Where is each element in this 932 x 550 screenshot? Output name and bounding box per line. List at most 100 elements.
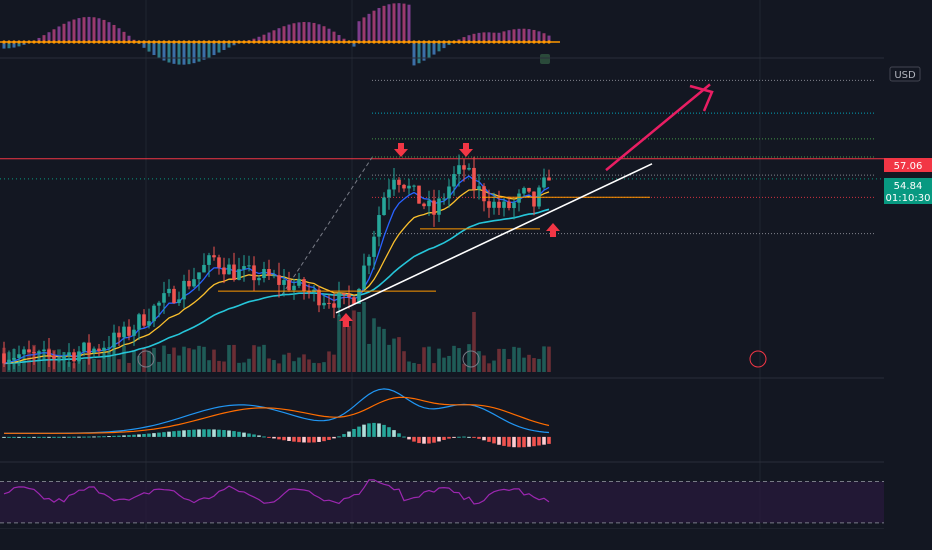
momentum-dot	[382, 40, 386, 44]
macd-histogram-bar	[467, 436, 471, 438]
macd-histogram-bar	[232, 431, 236, 437]
momentum-dot	[267, 40, 271, 44]
price-axis[interactable]	[884, 0, 932, 529]
momentum-bar	[72, 19, 76, 42]
candle-body	[472, 167, 476, 190]
volume-bar	[507, 359, 511, 372]
momentum-bar	[17, 42, 21, 47]
volume-bar	[277, 363, 281, 372]
momentum-bar	[407, 4, 411, 43]
candle-body	[317, 289, 321, 306]
volume-bar	[267, 358, 271, 372]
momentum-bar	[437, 42, 441, 52]
candle-body	[162, 293, 166, 303]
volume-bar	[352, 310, 356, 372]
resistance-price-badge: 57.06	[884, 158, 932, 172]
volume-bar	[127, 362, 131, 372]
candle-body	[222, 267, 226, 275]
macd-histogram-bar	[162, 432, 166, 437]
volume-bar	[332, 354, 336, 372]
volume-bar	[162, 345, 166, 372]
currency-label[interactable]: USD	[889, 66, 921, 82]
momentum-dot	[472, 40, 476, 44]
momentum-dot	[547, 40, 551, 44]
macd-histogram-bar	[272, 436, 276, 439]
momentum-bar	[82, 17, 86, 42]
candle-body	[442, 198, 446, 200]
candle-body	[407, 185, 411, 189]
macd-histogram-bar	[182, 430, 186, 437]
candle-body	[357, 288, 361, 304]
time-axis[interactable]	[0, 529, 932, 550]
volume-bar	[257, 346, 261, 372]
momentum-bar	[232, 42, 236, 46]
volume-bar	[447, 355, 451, 372]
volume-bar	[427, 346, 431, 372]
momentum-dot	[277, 40, 281, 44]
momentum-bar	[67, 21, 71, 42]
momentum-bar	[97, 18, 101, 42]
momentum-bar	[117, 28, 121, 42]
volume-bar	[342, 321, 346, 372]
momentum-dot	[322, 40, 326, 44]
momentum-dot	[262, 40, 266, 44]
candle-body	[212, 255, 216, 258]
volume-bar	[172, 347, 176, 372]
macd-histogram-bar	[217, 429, 221, 437]
price-pane[interactable]	[0, 79, 884, 372]
volume-bar	[412, 362, 416, 372]
momentum-bar	[7, 42, 11, 49]
volume-bar	[42, 352, 46, 372]
momentum-bar	[332, 31, 336, 42]
candle-body	[507, 201, 511, 209]
momentum-dot	[77, 40, 81, 44]
macd-histogram-bar	[537, 436, 541, 446]
candle-body	[467, 167, 471, 170]
macd-histogram-bar	[47, 436, 51, 438]
momentum-dot	[417, 40, 421, 44]
macd-histogram-bar	[7, 436, 11, 438]
volume-bar	[327, 351, 331, 372]
macd-histogram-bar	[237, 431, 241, 437]
momentum-dot	[307, 40, 311, 44]
candle-body	[447, 186, 451, 199]
momentum-dot	[12, 40, 16, 44]
momentum-bar	[197, 42, 201, 62]
momentum-dot	[17, 40, 21, 44]
candle-body	[277, 275, 281, 285]
momentum-bar	[42, 35, 46, 42]
volume-bar	[212, 349, 216, 372]
momentum-bar	[262, 34, 266, 42]
momentum-bar	[102, 19, 106, 42]
candle-body	[157, 302, 161, 306]
macd-histogram-bar	[247, 433, 251, 437]
volume-bar	[322, 362, 326, 372]
macd-pane[interactable]	[2, 388, 551, 448]
earnings-event-marker	[462, 350, 480, 368]
volume-bar	[382, 328, 386, 372]
momentum-bar	[337, 35, 341, 42]
volume-bar	[372, 318, 376, 372]
volume-bar	[397, 337, 401, 372]
macd-histogram-bar	[187, 429, 191, 437]
volume-bar	[542, 346, 546, 372]
macd-histogram-bar	[122, 435, 126, 437]
rsi-pane[interactable]	[0, 479, 884, 524]
volume-bar	[407, 361, 411, 372]
macd-histogram-bar	[57, 436, 61, 438]
volume-bar	[17, 361, 21, 372]
macd-histogram-bar	[172, 431, 176, 437]
momentum-bar	[167, 42, 171, 63]
momentum-dot	[147, 40, 151, 44]
momentum-dot	[427, 40, 431, 44]
momentum-pane[interactable]	[0, 3, 560, 66]
momentum-dot	[282, 40, 286, 44]
momentum-dot	[37, 40, 41, 44]
macd-histogram-bar	[312, 436, 316, 443]
macd-histogram-bar	[137, 434, 141, 437]
macd-histogram-bar	[142, 433, 146, 437]
momentum-bar	[427, 42, 431, 58]
momentum-bar	[182, 42, 186, 65]
volume-bar	[467, 344, 471, 372]
